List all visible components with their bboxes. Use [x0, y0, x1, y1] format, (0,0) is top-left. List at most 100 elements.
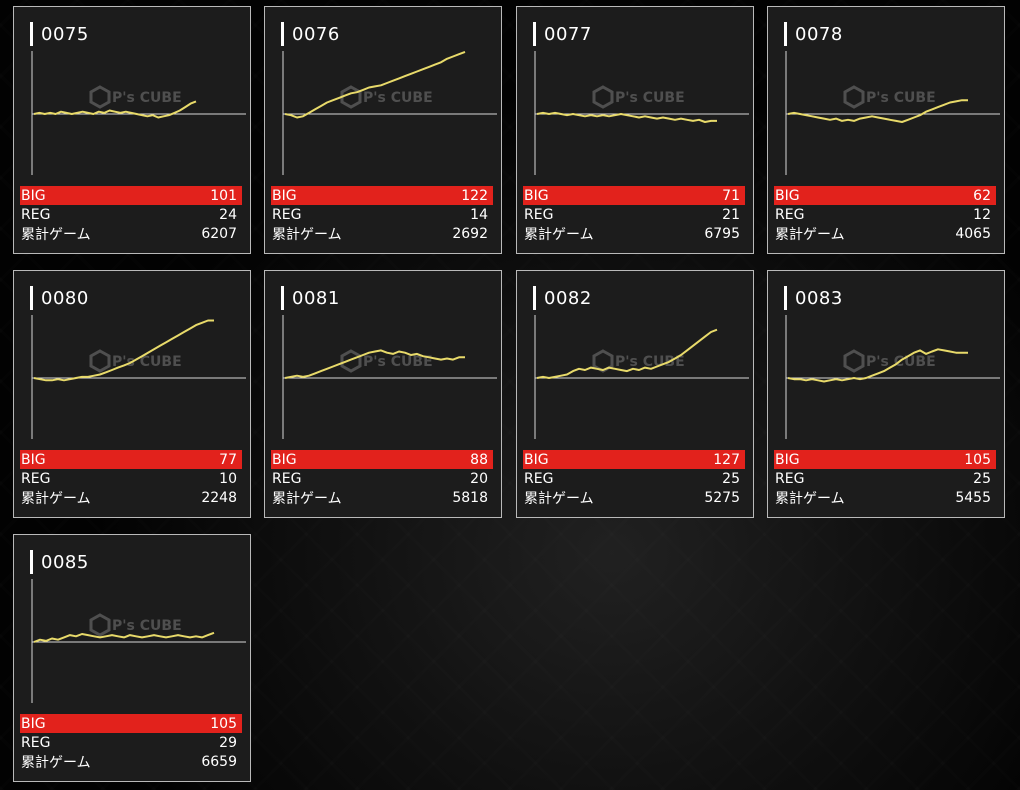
reg-label: REG [21, 470, 51, 487]
total-value: 2248 [201, 489, 237, 506]
total-label: 累計ゲーム [21, 754, 91, 771]
big-label: BIG [21, 715, 46, 732]
total-value: 2692 [452, 225, 488, 242]
slump-line [787, 348, 968, 383]
machine-number: 0081 [292, 287, 340, 309]
reg-row: REG 24 [20, 205, 242, 224]
total-value: 4065 [955, 225, 991, 242]
watermark-brand: P's CUBE [615, 90, 685, 106]
total-label: 累計ゲーム [524, 490, 594, 507]
reg-row: REG 21 [523, 205, 745, 224]
big-value: 122 [461, 187, 488, 204]
big-row: BIG 101 [20, 186, 242, 205]
big-value: 105 [210, 715, 237, 732]
big-value: 105 [964, 451, 991, 468]
machine-card[interactable]: 0078 P's CUBE BIG 62 REG 12 累計ゲーム 4065 [767, 6, 1005, 254]
machine-number: 0075 [41, 23, 89, 45]
total-value: 5455 [955, 489, 991, 506]
total-label: 累計ゲーム [21, 490, 91, 507]
card-header: 0078 [784, 20, 843, 48]
stats-table: BIG 105 REG 25 累計ゲーム 5455 [774, 450, 996, 507]
machine-card[interactable]: 0083 P's CUBE BIG 105 REG 25 累計ゲーム 5455 [767, 270, 1005, 518]
reg-row: REG 29 [20, 733, 242, 752]
card-header: 0077 [533, 20, 592, 48]
stats-table: BIG 101 REG 24 累計ゲーム 6207 [20, 186, 242, 243]
machine-card[interactable]: 0085 P's CUBE BIG 105 REG 29 累計ゲーム 6659 [13, 534, 251, 782]
big-value: 88 [470, 451, 488, 468]
total-label: 累計ゲーム [272, 226, 342, 243]
big-row: BIG 127 [523, 450, 745, 469]
reg-value: 24 [219, 206, 237, 223]
card-header: 0075 [30, 20, 89, 48]
big-value: 101 [210, 187, 237, 204]
machine-card[interactable]: 0077 P's CUBE BIG 71 REG 21 累計ゲーム 6795 [516, 6, 754, 254]
stats-table: BIG 122 REG 14 累計ゲーム 2692 [271, 186, 493, 243]
cube-logo-icon [592, 349, 614, 373]
total-value: 6207 [201, 225, 237, 242]
total-value: 6795 [704, 225, 740, 242]
big-label: BIG [524, 451, 549, 468]
total-row: 累計ゲーム 5455 [774, 488, 996, 507]
slump-graph: P's CUBE [534, 51, 749, 175]
total-label: 累計ゲーム [775, 490, 845, 507]
cube-logo-icon [843, 85, 865, 109]
total-row: 累計ゲーム 2692 [271, 224, 493, 243]
pscube-watermark: P's CUBE [89, 85, 182, 109]
header-bar [281, 286, 284, 310]
slump-graph: P's CUBE [282, 315, 497, 439]
stats-table: BIG 127 REG 25 累計ゲーム 5275 [523, 450, 745, 507]
machine-number: 0080 [41, 287, 89, 309]
watermark-brand: P's CUBE [112, 354, 182, 370]
big-row: BIG 71 [523, 186, 745, 205]
total-value: 5818 [452, 489, 488, 506]
header-bar [533, 22, 536, 46]
cube-logo-icon [340, 85, 362, 109]
machine-card[interactable]: 0080 P's CUBE BIG 77 REG 10 累計ゲーム 2248 [13, 270, 251, 518]
reg-label: REG [524, 206, 554, 223]
pscube-watermark: P's CUBE [843, 349, 936, 373]
card-header: 0083 [784, 284, 843, 312]
big-value: 127 [713, 451, 740, 468]
reg-label: REG [21, 734, 51, 751]
reg-value: 20 [470, 470, 488, 487]
slump-line [536, 111, 717, 123]
total-value: 6659 [201, 753, 237, 770]
big-label: BIG [21, 451, 46, 468]
big-label: BIG [775, 187, 800, 204]
reg-label: REG [775, 470, 805, 487]
total-label: 累計ゲーム [21, 226, 91, 243]
reg-value: 21 [722, 206, 740, 223]
slump-graph: P's CUBE [31, 579, 246, 703]
reg-value: 14 [470, 206, 488, 223]
pscube-watermark: P's CUBE [89, 613, 182, 637]
reg-value: 25 [722, 470, 740, 487]
machine-card[interactable]: 0076 P's CUBE BIG 122 REG 14 累計ゲーム 2692 [264, 6, 502, 254]
cube-logo-icon [89, 85, 111, 109]
big-label: BIG [272, 451, 297, 468]
cube-logo-icon [843, 349, 865, 373]
stats-table: BIG 77 REG 10 累計ゲーム 2248 [20, 450, 242, 507]
reg-row: REG 12 [774, 205, 996, 224]
slump-line [33, 631, 215, 643]
big-row: BIG 77 [20, 450, 242, 469]
pscube-watermark: P's CUBE [843, 85, 936, 109]
slump-graph: P's CUBE [282, 50, 497, 175]
machine-card[interactable]: 0081 P's CUBE BIG 88 REG 20 累計ゲーム 5818 [264, 270, 502, 518]
total-row: 累計ゲーム 4065 [774, 224, 996, 243]
header-bar [30, 286, 33, 310]
reg-row: REG 25 [774, 469, 996, 488]
stats-table: BIG 62 REG 12 累計ゲーム 4065 [774, 186, 996, 243]
machine-card[interactable]: 0082 P's CUBE BIG 127 REG 25 累計ゲーム 5275 [516, 270, 754, 518]
total-row: 累計ゲーム 5275 [523, 488, 745, 507]
total-label: 累計ゲーム [272, 490, 342, 507]
machine-number: 0085 [41, 551, 89, 573]
big-label: BIG [524, 187, 549, 204]
big-row: BIG 105 [20, 714, 242, 733]
watermark-brand: P's CUBE [112, 90, 182, 106]
machine-card[interactable]: 0075 P's CUBE BIG 101 REG 24 累計ゲーム 6207 [13, 6, 251, 254]
watermark-brand: P's CUBE [615, 354, 685, 370]
big-value: 77 [219, 451, 237, 468]
machine-number: 0077 [544, 23, 592, 45]
reg-value: 25 [973, 470, 991, 487]
